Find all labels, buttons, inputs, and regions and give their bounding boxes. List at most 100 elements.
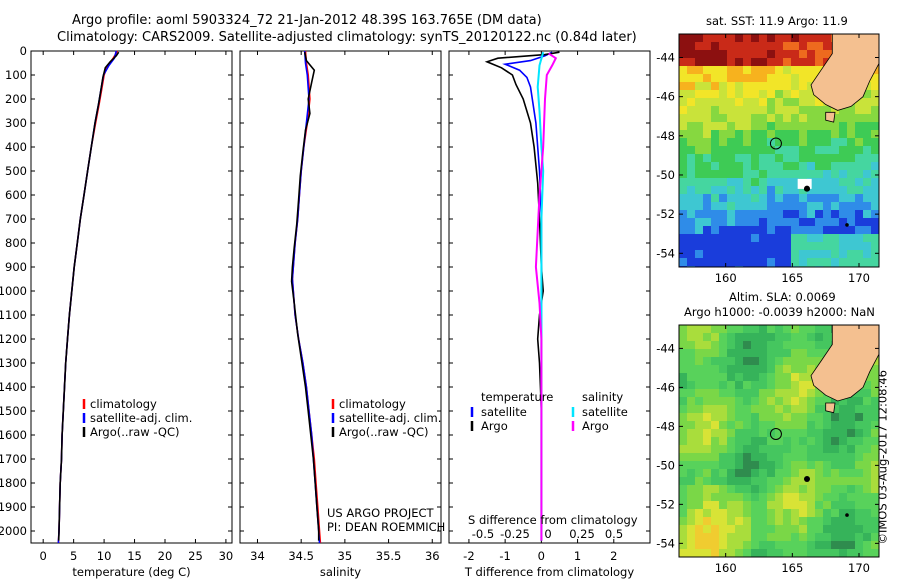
map-cell <box>743 445 751 453</box>
map-cell <box>759 405 767 413</box>
map-cell <box>751 170 759 178</box>
map-cell <box>687 74 695 82</box>
map-cell <box>839 226 847 234</box>
map-cell <box>775 258 783 266</box>
map-cell <box>735 234 743 242</box>
map-cell <box>759 146 767 154</box>
map-cell <box>703 461 711 469</box>
map-cell <box>719 549 727 557</box>
map-cell <box>767 122 775 130</box>
map-cell <box>767 106 775 114</box>
map-cell <box>743 525 751 533</box>
map-cell <box>823 258 831 266</box>
map-cell <box>727 501 735 509</box>
map-cell <box>871 130 879 138</box>
map-cell <box>783 106 791 114</box>
panel-frame-2 <box>239 50 442 544</box>
x-axis-label: T difference from climatology <box>464 565 635 579</box>
map-cell <box>751 501 759 509</box>
map-cell <box>791 34 799 42</box>
x-tick-label: 2 <box>610 549 617 563</box>
map-cell <box>703 210 711 218</box>
map-cell <box>775 202 783 210</box>
map-cell <box>687 349 695 357</box>
map-y-tick-label: -44 <box>656 50 675 64</box>
map-cell <box>783 202 791 210</box>
map-cell <box>823 533 831 541</box>
map-cell <box>775 405 783 413</box>
map-x-tick-label: 160 <box>715 271 737 285</box>
map-cell <box>687 517 695 525</box>
auckland-islands <box>804 476 810 483</box>
map-cell <box>871 82 879 90</box>
map-cell <box>791 106 799 114</box>
map-cell <box>783 325 791 333</box>
map-cell <box>831 202 839 210</box>
map-cell <box>719 461 727 469</box>
map-cell <box>847 461 855 469</box>
map-cell <box>743 74 751 82</box>
map-cell <box>767 226 775 234</box>
map-cell <box>823 178 831 186</box>
map-y-tick-label: -48 <box>656 419 675 433</box>
map-cell <box>759 194 767 202</box>
map-cell <box>767 549 775 557</box>
map-cell <box>855 194 863 202</box>
map-cell <box>871 122 879 130</box>
y-tick-label: 500 <box>5 164 27 178</box>
map-x-tick-label: 170 <box>848 561 870 575</box>
map-cell <box>711 325 719 333</box>
map-cell <box>831 533 839 541</box>
map-cell <box>759 429 767 437</box>
map-cell <box>807 429 815 437</box>
map-cell <box>815 210 823 218</box>
map-cell <box>815 194 823 202</box>
map-cell <box>743 42 751 50</box>
map-cell <box>783 234 791 242</box>
map-cell <box>791 50 799 58</box>
map-cell <box>815 114 823 122</box>
map-cell <box>695 34 703 42</box>
map-cell <box>871 154 879 162</box>
map-cell <box>719 413 727 421</box>
map-cell <box>863 469 871 477</box>
map-cell <box>791 509 799 517</box>
x-tick-label: 20 <box>158 549 173 563</box>
map-cell <box>863 114 871 122</box>
map-cell <box>759 218 767 226</box>
map-cell <box>759 421 767 429</box>
map-cell <box>815 469 823 477</box>
y-tick-label: 1700 <box>0 452 27 466</box>
y-tick-label: 400 <box>5 140 27 154</box>
map-cell <box>719 82 727 90</box>
map-y-tick-label: -46 <box>656 90 675 104</box>
map-cell <box>679 170 687 178</box>
map-cell <box>791 333 799 341</box>
map-cell <box>863 138 871 146</box>
map-cell <box>679 122 687 130</box>
map-cell <box>799 389 807 397</box>
map-cell <box>695 397 703 405</box>
map-cell <box>767 258 775 266</box>
map-cell <box>703 66 711 74</box>
map-cell <box>695 202 703 210</box>
map-cell <box>695 357 703 365</box>
y-tick-label: 100 <box>5 68 27 82</box>
map-cell <box>687 218 695 226</box>
map-cell <box>799 525 807 533</box>
map-cell <box>767 469 775 477</box>
map-cell <box>703 365 711 373</box>
map-cell <box>687 405 695 413</box>
map-cell <box>719 42 727 50</box>
map-cell <box>863 162 871 170</box>
map-cell <box>855 178 863 186</box>
map-cell <box>775 477 783 485</box>
map-cell <box>759 178 767 186</box>
map-cell <box>791 162 799 170</box>
map-cell <box>847 445 855 453</box>
map-cell <box>687 82 695 90</box>
map-cell <box>743 509 751 517</box>
map-cell <box>767 421 775 429</box>
map-cell <box>767 437 775 445</box>
map-cell <box>775 250 783 258</box>
